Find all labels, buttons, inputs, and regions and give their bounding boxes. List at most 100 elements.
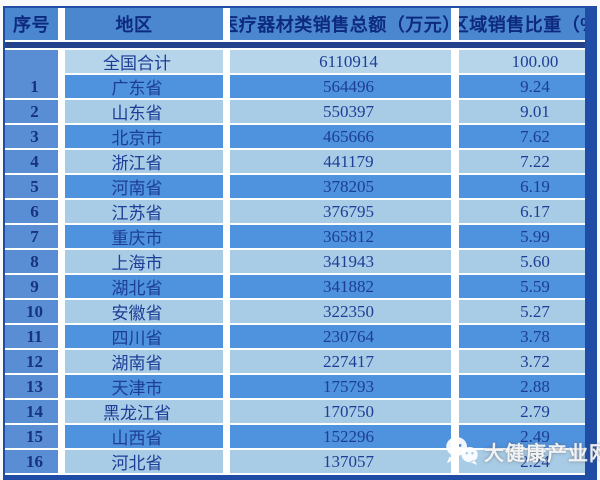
sales-amount-cell: 550397 — [230, 100, 451, 123]
table-body: 全国合计 6110914 100.00 1 广东省 564496 9.24 — [5, 48, 585, 475]
region-cell: 浙江省 — [65, 150, 223, 173]
sales-amount-cell: 175793 — [230, 375, 451, 398]
share-percent-cell: 2.79 — [459, 400, 585, 423]
column-gap — [223, 400, 230, 423]
column-gap — [223, 275, 230, 298]
column-gap — [58, 175, 65, 198]
column-gap — [451, 175, 459, 198]
header-serial: 序号 — [5, 8, 58, 40]
row-index-cell: 1 — [5, 75, 58, 98]
sales-amount-cell: 564496 — [230, 75, 451, 98]
region-cell: 北京市 — [65, 125, 223, 148]
column-gap — [223, 8, 230, 40]
table-row: 12 湖南省 227417 3.72 — [5, 350, 585, 373]
region-cell: 河北省 — [65, 450, 223, 473]
region-cell: 江苏省 — [65, 200, 223, 223]
column-gap — [451, 375, 459, 398]
column-gap — [58, 375, 65, 398]
table-row: 9 湖北省 341882 5.59 — [5, 275, 585, 298]
share-percent-cell: 7.62 — [459, 125, 585, 148]
row-index-cell: 16 — [5, 450, 58, 473]
column-gap — [451, 8, 459, 40]
share-percent-cell: 7.22 — [459, 150, 585, 173]
column-gap — [58, 8, 65, 40]
column-gap — [451, 350, 459, 373]
column-gap — [223, 175, 230, 198]
sales-amount-cell: 341882 — [230, 275, 451, 298]
column-gap — [58, 150, 65, 173]
region-cell: 安徽省 — [65, 300, 223, 323]
sales-amount-cell: 376795 — [230, 200, 451, 223]
row-index-cell: 9 — [5, 275, 58, 298]
row-index-cell: 13 — [5, 375, 58, 398]
header-separator-band — [5, 42, 585, 48]
column-gap — [451, 150, 459, 173]
table-header-row: 序号 地区 医疗器材类销售总额（万元） 区域销售比重（%） — [5, 8, 585, 40]
column-gap — [451, 125, 459, 148]
row-index-cell: 4 — [5, 150, 58, 173]
row-index-cell: 10 — [5, 300, 58, 323]
table-row: 1 广东省 564496 9.24 — [5, 75, 585, 98]
table-row: 5 河南省 378205 6.19 — [5, 175, 585, 198]
column-gap — [223, 75, 230, 98]
share-percent-cell: 9.01 — [459, 100, 585, 123]
region-cell: 四川省 — [65, 325, 223, 348]
sales-amount-cell: 341943 — [230, 250, 451, 273]
column-gap — [451, 450, 459, 473]
column-gap — [58, 400, 65, 423]
share-percent-cell: 5.27 — [459, 300, 585, 323]
column-gap — [223, 325, 230, 348]
region-cell: 山西省 — [65, 425, 223, 448]
column-gap — [451, 225, 459, 248]
sales-amount-cell: 322350 — [230, 300, 451, 323]
column-gap — [451, 325, 459, 348]
sales-amount-cell: 441179 — [230, 150, 451, 173]
column-gap — [223, 50, 230, 73]
column-gap — [58, 350, 65, 373]
row-index-cell: 14 — [5, 400, 58, 423]
column-gap — [451, 100, 459, 123]
share-percent-cell: 3.72 — [459, 350, 585, 373]
header-divider — [5, 40, 585, 42]
header-region: 地区 — [65, 8, 223, 40]
sales-amount-cell: 365812 — [230, 225, 451, 248]
row-index-cell: 11 — [5, 325, 58, 348]
column-gap — [223, 350, 230, 373]
share-percent-cell: 6.19 — [459, 175, 585, 198]
column-gap — [223, 300, 230, 323]
share-percent-cell: 5.60 — [459, 250, 585, 273]
serial-merge-patch — [5, 73, 58, 75]
region-cell: 重庆市 — [65, 225, 223, 248]
row-index-cell: 8 — [5, 250, 58, 273]
column-gap — [451, 75, 459, 98]
row-index-cell: 5 — [5, 175, 58, 198]
column-gap — [223, 450, 230, 473]
region-cell: 天津市 — [65, 375, 223, 398]
region-cell: 河南省 — [65, 175, 223, 198]
table-row: 8 上海市 341943 5.60 — [5, 250, 585, 273]
table-row: 10 安徽省 322350 5.27 — [5, 300, 585, 323]
header-sales-total: 医疗器材类销售总额（万元） — [230, 8, 451, 40]
column-gap — [58, 275, 65, 298]
region-cell: 湖北省 — [65, 275, 223, 298]
table-row: 11 四川省 230764 3.78 — [5, 325, 585, 348]
column-gap — [451, 400, 459, 423]
row-index-cell: 15 — [5, 425, 58, 448]
column-gap — [223, 375, 230, 398]
table-row: 16 河北省 137057 2.24 — [5, 450, 585, 473]
column-gap — [223, 225, 230, 248]
table-row: 6 江苏省 376795 6.17 — [5, 200, 585, 223]
region-cell: 山东省 — [65, 100, 223, 123]
region-cell: 黑龙江省 — [65, 400, 223, 423]
column-gap — [58, 300, 65, 323]
share-percent-cell: 2.88 — [459, 375, 585, 398]
column-gap — [451, 250, 459, 273]
row-index-cell: 2 — [5, 100, 58, 123]
row-index-cell: 7 — [5, 225, 58, 248]
column-gap — [58, 325, 65, 348]
share-percent-cell: 3.78 — [459, 325, 585, 348]
column-gap — [58, 200, 65, 223]
table-row: 14 黑龙江省 170750 2.79 — [5, 400, 585, 423]
region-cell: 湖南省 — [65, 350, 223, 373]
